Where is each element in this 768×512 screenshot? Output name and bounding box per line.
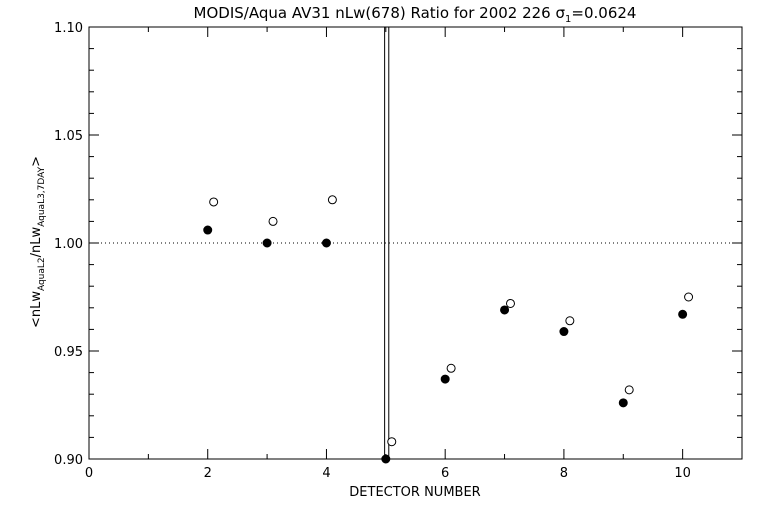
- y-tick-label: 1.00: [54, 237, 83, 252]
- open-point-9: [684, 292, 694, 302]
- open-point-3: [327, 195, 337, 205]
- filled-point-9: [678, 309, 688, 319]
- filled-point-6: [500, 305, 510, 315]
- y-tick-label: 0.95: [54, 345, 83, 360]
- open-point-5: [446, 363, 456, 373]
- open-point-8: [624, 385, 634, 395]
- y-axis-label: <nLwAquaL2/nLwAquaL3,7DAY>: [29, 156, 47, 328]
- x-tick-label: 8: [560, 466, 568, 481]
- vertical-lines: [384, 27, 390, 459]
- x-tick-label: 10: [674, 466, 691, 481]
- filled-point-1: [203, 225, 213, 235]
- filled-point-7: [559, 327, 569, 337]
- y-tick-label: 0.90: [54, 453, 83, 468]
- open-point-4: [387, 437, 397, 447]
- x-tick-label: 0: [85, 466, 93, 481]
- filled-point-5: [440, 374, 450, 384]
- open-point-7: [565, 316, 575, 326]
- filled-point-3: [321, 238, 331, 248]
- x-axis-ticks: 0 2 4 6 8 10: [85, 27, 743, 481]
- y-tick-label: 1.10: [54, 21, 83, 36]
- plot-frame: [88, 26, 743, 460]
- open-point-1: [209, 197, 219, 207]
- chart-title: MODIS/Aqua AV31 nLw(678) Ratio for 2002 …: [194, 4, 637, 25]
- x-tick-label: 2: [204, 466, 212, 481]
- filled-point-4: [381, 454, 391, 464]
- open-point-2: [268, 216, 278, 226]
- filled-point-8: [618, 398, 628, 408]
- plot-area: 0 2 4 6 8 10 0.90 0.95 1.00 1.05 1.10: [54, 21, 743, 481]
- x-axis-label: DETECTOR NUMBER: [349, 485, 480, 500]
- x-tick-label: 6: [441, 466, 449, 481]
- open-point-6: [505, 298, 515, 308]
- y-tick-label: 1.05: [54, 129, 83, 144]
- y-axis-ticks: 0.90 0.95 1.00 1.05 1.10: [54, 21, 742, 468]
- filled-point-2: [262, 238, 272, 248]
- x-tick-label: 4: [322, 466, 330, 481]
- data-points: [203, 195, 694, 464]
